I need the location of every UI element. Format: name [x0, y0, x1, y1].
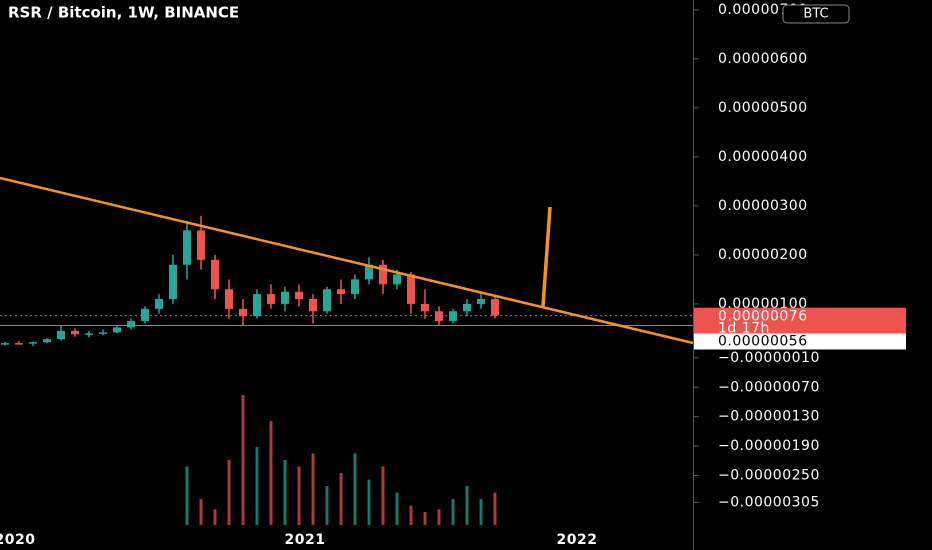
price-axis: 0.000007000.000006000.000005000.00000400…	[694, 2, 906, 510]
candle-body	[379, 264, 387, 285]
y-tick-label: −0.00000250	[718, 467, 820, 483]
current-price-badge	[694, 307, 906, 337]
y-tick-label: 0.00000500	[718, 100, 808, 116]
volume-bar	[409, 505, 413, 525]
candle-body	[491, 299, 499, 316]
volume-bar	[255, 447, 259, 525]
current-price-label: 0.00000076	[718, 309, 808, 325]
currency-badge	[782, 4, 850, 24]
candle-body	[435, 311, 443, 322]
volume-bar	[269, 421, 273, 525]
candle-body	[267, 294, 275, 304]
volume-bar	[325, 486, 329, 525]
plot-area	[0, 215, 693, 525]
candle-body	[295, 291, 303, 300]
candle-body	[323, 289, 331, 312]
y-tick-label: 0.00000200	[718, 247, 808, 263]
volume-bar	[451, 499, 455, 525]
candle-body	[239, 308, 247, 317]
candle-body	[155, 299, 163, 309]
volume-bar	[241, 395, 245, 525]
candle-body	[71, 330, 79, 335]
y-tick-label: −0.00000190	[718, 438, 820, 454]
candle-body	[463, 303, 471, 312]
y-tick-label: −0.00000305	[718, 494, 820, 510]
volume-bar	[227, 460, 231, 525]
volume-bar	[213, 509, 217, 525]
candle-body	[183, 230, 191, 265]
volume-bar	[465, 486, 469, 525]
candle-body	[365, 264, 373, 280]
candle-body	[281, 291, 289, 304]
projection-line	[541, 206, 552, 307]
countdown-label: 1d 17h	[718, 321, 770, 337]
candle-body	[43, 339, 51, 343]
volume-bar	[479, 499, 483, 525]
candle-body	[225, 289, 233, 309]
candle-body	[99, 332, 107, 334]
y-tick-label: 0.00000600	[718, 51, 808, 67]
candle-body	[29, 342, 37, 344]
reference-price-badge	[694, 333, 906, 350]
candle-body	[85, 333, 93, 335]
candle-body	[477, 299, 485, 304]
volume-bar	[283, 460, 287, 525]
candle-body	[141, 308, 149, 322]
candle-body	[337, 289, 345, 295]
candle-body	[15, 343, 23, 345]
candle-body	[57, 330, 65, 340]
candle-body	[351, 279, 359, 295]
volume-bar	[493, 492, 497, 525]
y-tick-label: 0.00000400	[718, 149, 808, 165]
candle-body	[211, 259, 219, 290]
y-tick-label: −0.00000010	[718, 350, 820, 366]
trendline	[0, 176, 694, 345]
candle-body	[127, 321, 135, 328]
volume-bar	[199, 499, 203, 525]
candle-body	[197, 230, 205, 260]
candle-body	[407, 274, 415, 304]
candle-body	[449, 311, 457, 322]
candle-body	[113, 327, 121, 333]
chart-title: RSR / Bitcoin, 1W, BINANCE	[8, 4, 239, 22]
y-tick-label: −0.00000130	[718, 409, 820, 425]
y-tick-label: 0.00000300	[718, 198, 808, 214]
x-tick-label: 2022	[557, 532, 598, 548]
volume-bar	[185, 466, 189, 525]
volume-bar	[311, 453, 315, 525]
volume-bar	[367, 479, 371, 525]
reference-price-label: 0.00000056	[718, 333, 808, 349]
currency-badge-label: BTC	[803, 7, 828, 22]
candle-body	[421, 303, 429, 312]
candle-body	[169, 264, 177, 300]
candle-body	[1, 343, 9, 345]
x-tick-label: 2021	[285, 532, 326, 548]
volume-bar	[297, 466, 301, 525]
volume-bar	[353, 453, 357, 525]
volume-bar	[339, 473, 343, 525]
candle-body	[253, 294, 261, 317]
y-tick-label: −0.00000070	[718, 379, 820, 395]
volume-bar	[423, 512, 427, 525]
candle-body	[309, 299, 317, 312]
volume-bar	[395, 492, 399, 525]
volume-bar	[381, 466, 385, 525]
volume-bar	[437, 509, 441, 525]
candle-body	[393, 274, 401, 285]
